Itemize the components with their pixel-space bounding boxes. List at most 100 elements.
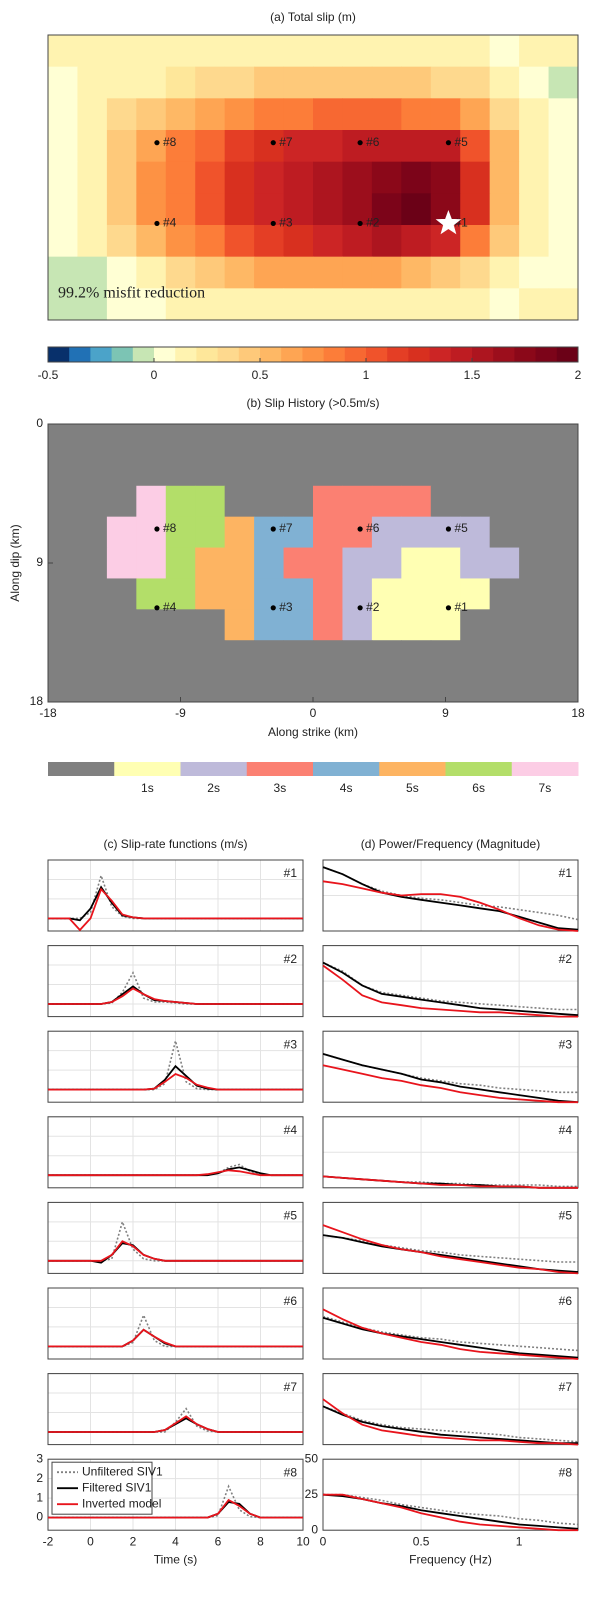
slip-cell bbox=[283, 161, 314, 194]
history-cell bbox=[195, 609, 226, 641]
slip-cell bbox=[519, 130, 550, 163]
slip-cell bbox=[195, 66, 226, 99]
subplot-frame bbox=[47, 1201, 304, 1274]
slip-cell bbox=[401, 161, 432, 194]
slip-cell bbox=[48, 225, 78, 258]
series-line bbox=[48, 1498, 303, 1519]
legend-swatch bbox=[313, 762, 380, 776]
slip-cell bbox=[106, 130, 137, 163]
slip-cell bbox=[489, 193, 520, 226]
legend-label: Filtered SIV1 bbox=[82, 1480, 152, 1494]
history-cell bbox=[430, 578, 461, 610]
slip-cell bbox=[77, 98, 108, 131]
slip-cell bbox=[224, 161, 255, 194]
colorbar-swatch bbox=[260, 347, 282, 362]
station-label: #5 bbox=[454, 521, 468, 535]
colorbar-swatch bbox=[48, 347, 70, 362]
history-cell bbox=[313, 485, 343, 518]
slip-cell bbox=[401, 193, 432, 226]
history-cell bbox=[136, 609, 167, 641]
history-cell bbox=[401, 547, 432, 579]
history-cell bbox=[195, 516, 226, 549]
history-cell bbox=[489, 671, 520, 703]
history-cell bbox=[136, 485, 167, 518]
history-cell bbox=[430, 485, 461, 518]
series-line bbox=[322, 1405, 579, 1443]
colorbar-swatch bbox=[514, 347, 537, 362]
history-cell bbox=[519, 485, 550, 518]
slip-cell bbox=[77, 161, 108, 194]
slip-cell bbox=[48, 130, 78, 163]
slip-cell bbox=[48, 288, 78, 321]
slip-cell bbox=[254, 35, 285, 68]
slip-cell bbox=[224, 256, 255, 289]
slip-cell bbox=[430, 256, 461, 289]
history-cell bbox=[519, 424, 550, 456]
slip-cell bbox=[77, 130, 108, 163]
x-tick-label: 6 bbox=[215, 1534, 222, 1548]
history-cell bbox=[77, 609, 108, 641]
history-cell bbox=[342, 671, 373, 703]
panel-title: (c) Slip-rate functions (m/s) bbox=[103, 837, 247, 851]
slip-cell bbox=[106, 161, 137, 194]
slip-cell bbox=[224, 35, 255, 68]
y-tick-label: 9 bbox=[36, 555, 43, 569]
slip-cell bbox=[195, 256, 226, 289]
history-cell bbox=[342, 609, 373, 641]
station-point bbox=[445, 605, 452, 611]
hypocenter-star bbox=[435, 209, 462, 235]
series-line bbox=[48, 987, 303, 1005]
history-cell bbox=[401, 454, 432, 487]
y-tick-label: 25 bbox=[305, 1487, 319, 1501]
slip-cell bbox=[489, 98, 520, 131]
station-point bbox=[154, 220, 160, 227]
slip-cell bbox=[519, 225, 550, 258]
station-label: #1 bbox=[454, 216, 468, 230]
x-tick-label: 4 bbox=[172, 1534, 179, 1548]
station-label: #8 bbox=[163, 135, 177, 149]
slip-cell bbox=[136, 98, 167, 131]
slip-cell bbox=[519, 66, 550, 99]
station-label: #6 bbox=[366, 135, 380, 149]
history-cell bbox=[165, 454, 196, 487]
slip-cell bbox=[48, 35, 78, 68]
slip-cell bbox=[224, 288, 255, 321]
subplot-label: #4 bbox=[559, 1123, 573, 1137]
series-line bbox=[322, 1398, 579, 1446]
series-line bbox=[48, 1240, 303, 1262]
subplot-frame bbox=[47, 1458, 304, 1531]
slip-cell bbox=[460, 225, 491, 258]
history-cell bbox=[106, 609, 137, 641]
legend-swatch bbox=[511, 762, 579, 776]
slip-cell bbox=[195, 161, 226, 194]
x-tick-label: 8 bbox=[257, 1534, 264, 1548]
colorbar-swatch bbox=[387, 347, 409, 362]
slip-cell bbox=[548, 288, 579, 321]
history-cell bbox=[489, 609, 520, 641]
history-cell bbox=[313, 640, 343, 672]
subplot-label: #6 bbox=[559, 1294, 573, 1308]
slip-cell bbox=[371, 130, 402, 163]
history-cell bbox=[254, 671, 285, 703]
history-cell bbox=[342, 485, 373, 518]
colorbar-swatch bbox=[175, 347, 197, 362]
history-cell bbox=[254, 547, 285, 579]
history-cell bbox=[283, 454, 314, 487]
legend-label: 4s bbox=[340, 781, 353, 795]
slip-cell bbox=[195, 193, 226, 226]
slip-cell bbox=[165, 193, 196, 226]
history-cell bbox=[136, 578, 167, 610]
history-cell bbox=[313, 609, 343, 641]
history-cell bbox=[224, 547, 255, 579]
station-point bbox=[357, 605, 363, 611]
slip-cell bbox=[430, 66, 461, 99]
history-cell bbox=[460, 578, 491, 610]
slip-cell bbox=[106, 256, 137, 289]
slip-cell bbox=[401, 130, 432, 163]
series-line bbox=[322, 866, 579, 931]
slip-cell bbox=[489, 288, 520, 321]
slip-cell bbox=[224, 193, 255, 226]
history-cell bbox=[519, 454, 550, 487]
history-cell bbox=[195, 454, 226, 487]
history-cell bbox=[313, 516, 343, 549]
